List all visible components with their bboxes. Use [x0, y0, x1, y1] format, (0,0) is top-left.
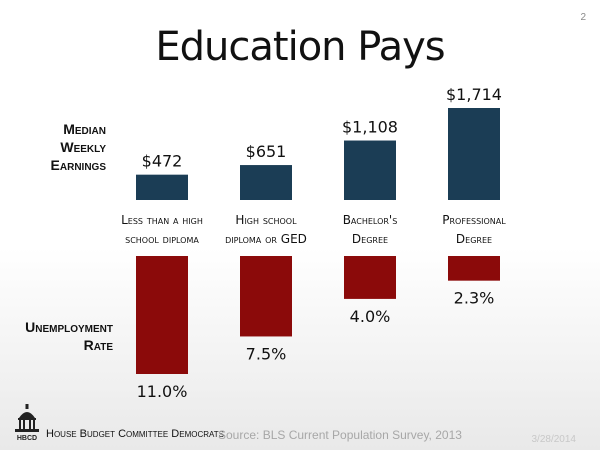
- unemployment-label-line: Unemployment: [25, 319, 113, 335]
- unemployment-value-label: 7.5%: [246, 344, 287, 363]
- earnings-label-line: Weekly: [60, 139, 106, 155]
- unemployment-bar: [448, 256, 500, 281]
- earnings-axis-label: Median Weekly Earnings: [10, 120, 106, 174]
- category-label: diploma or GED: [225, 232, 307, 246]
- organization-name: House Budget Committee Democrats: [46, 428, 224, 440]
- unemployment-value-label: 4.0%: [350, 307, 391, 326]
- category-label: High school: [235, 213, 297, 227]
- earnings-bar: [136, 174, 188, 200]
- earnings-bar: [344, 140, 396, 200]
- unemployment-value-label: 2.3%: [454, 289, 495, 308]
- category-label: Less than a high: [121, 213, 203, 227]
- capitol-logo-icon: HBCD: [15, 404, 39, 442]
- earnings-value-label: $1,108: [342, 118, 398, 137]
- earnings-label-line: Earnings: [50, 157, 106, 173]
- unemployment-value-label: 11.0%: [137, 382, 188, 401]
- unemployment-label-line: Rate: [83, 337, 113, 353]
- logo-text: HBCD: [17, 435, 37, 442]
- category-label: Degree: [456, 232, 492, 246]
- slide-number: 2: [580, 12, 586, 23]
- category-label: school diploma: [125, 232, 199, 246]
- earnings-value-label: $1,714: [446, 85, 502, 104]
- earnings-value-label: $651: [246, 142, 287, 161]
- category-label: Bachelor's: [343, 213, 398, 227]
- unemployment-bar: [240, 256, 292, 337]
- slide-date: 3/28/2014: [531, 434, 577, 445]
- unemployment-axis-label: Unemployment Rate: [0, 318, 113, 354]
- source-note: Source: BLS Current Population Survey, 2…: [218, 428, 462, 442]
- earnings-label-line: Median: [63, 121, 106, 137]
- earnings-bar: [240, 165, 292, 200]
- earnings-value-label: $472: [142, 152, 183, 171]
- earnings-bar: [448, 108, 500, 200]
- category-label: Professional: [442, 213, 506, 227]
- category-label: Degree: [352, 232, 388, 246]
- unemployment-bar: [344, 256, 396, 299]
- unemployment-bar: [136, 256, 188, 374]
- slide-title: Education Pays: [155, 24, 445, 70]
